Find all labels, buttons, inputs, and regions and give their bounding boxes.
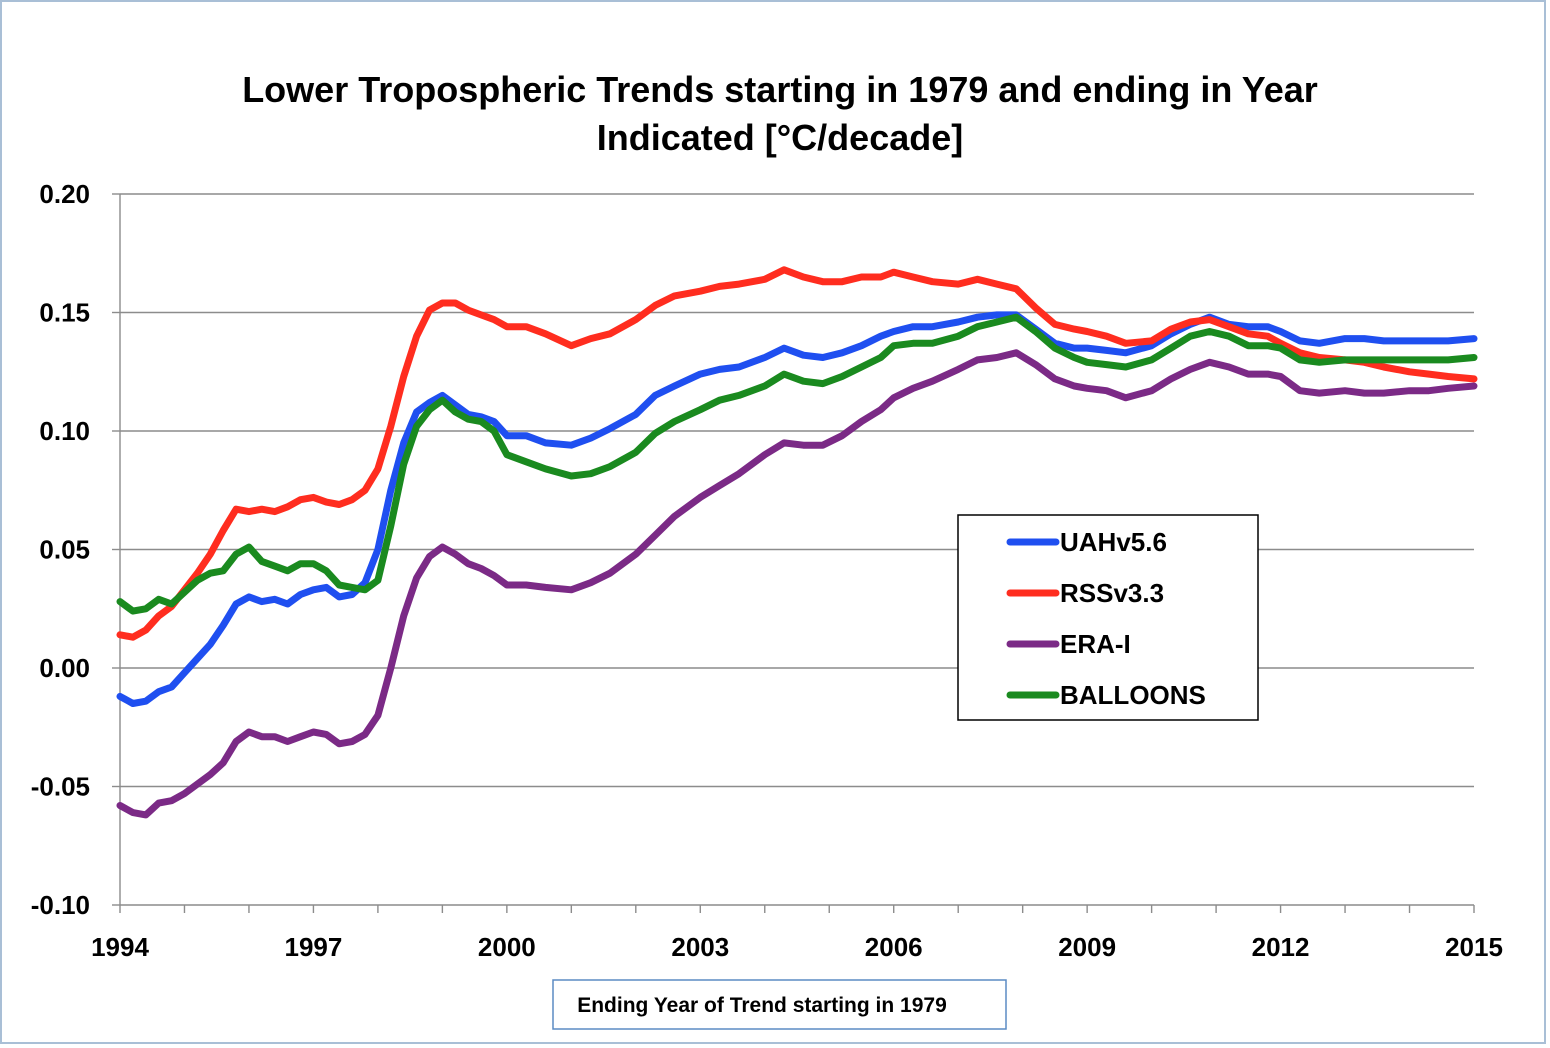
series-lines xyxy=(116,266,1478,819)
legend-label: UAHv5.6 xyxy=(1060,527,1167,557)
y-tick-labels: -0.10 -0.05 0.00 0.05 0.10 0.15 0.20 xyxy=(31,179,90,920)
legend-label: BALLOONS xyxy=(1060,680,1206,710)
x-tick-label: 2000 xyxy=(478,932,536,962)
x-axis-label-box xyxy=(552,979,1007,1030)
x-tick-label: 2012 xyxy=(1252,932,1310,962)
x-tick-label: 2009 xyxy=(1058,932,1116,962)
x-tick-label: 1994 xyxy=(91,932,149,962)
axes xyxy=(112,193,1475,913)
x-tick-labels: 1994 1997 2000 2003 2006 2009 2012 2015 xyxy=(91,932,1503,962)
series-line-era-i xyxy=(116,349,1478,819)
y-tick-label: -0.05 xyxy=(31,772,90,802)
y-tick-label: -0.10 xyxy=(31,890,90,920)
x-tick-label: 1997 xyxy=(285,932,343,962)
y-tick-label: 0.00 xyxy=(39,653,90,683)
x-tick-label: 2006 xyxy=(865,932,923,962)
legend-label: RSSv3.3 xyxy=(1060,578,1164,608)
legend-label: ERA-I xyxy=(1060,629,1131,659)
x-axis-label: Ending Year of Trend starting in 1979 xyxy=(552,979,1007,1030)
chart-title-line-1: Lower Tropospheric Trends starting in 19… xyxy=(242,69,1318,110)
y-tick-label: 0.10 xyxy=(39,416,90,446)
y-tick-label: 0.20 xyxy=(39,179,90,209)
x-tick-label: 2003 xyxy=(671,932,729,962)
chart-title: Lower Tropospheric Trends starting in 19… xyxy=(242,69,1318,158)
y-tick-label: 0.15 xyxy=(39,298,90,328)
series-line-rssv3-3 xyxy=(116,266,1478,641)
y-tick-label: 0.05 xyxy=(39,535,90,565)
series-line-balloons xyxy=(116,313,1478,615)
legend-box xyxy=(957,514,1259,721)
x-axis-label-text: Ending Year of Trend starting in 1979 xyxy=(577,994,947,1017)
x-tick-label: 2015 xyxy=(1445,932,1503,962)
chart-title-line-2: Indicated [°C/decade] xyxy=(597,117,963,158)
legend: UAHv5.6 RSSv3.3 ERA-I BALLOONS xyxy=(957,514,1259,721)
gridlines xyxy=(120,193,1474,788)
